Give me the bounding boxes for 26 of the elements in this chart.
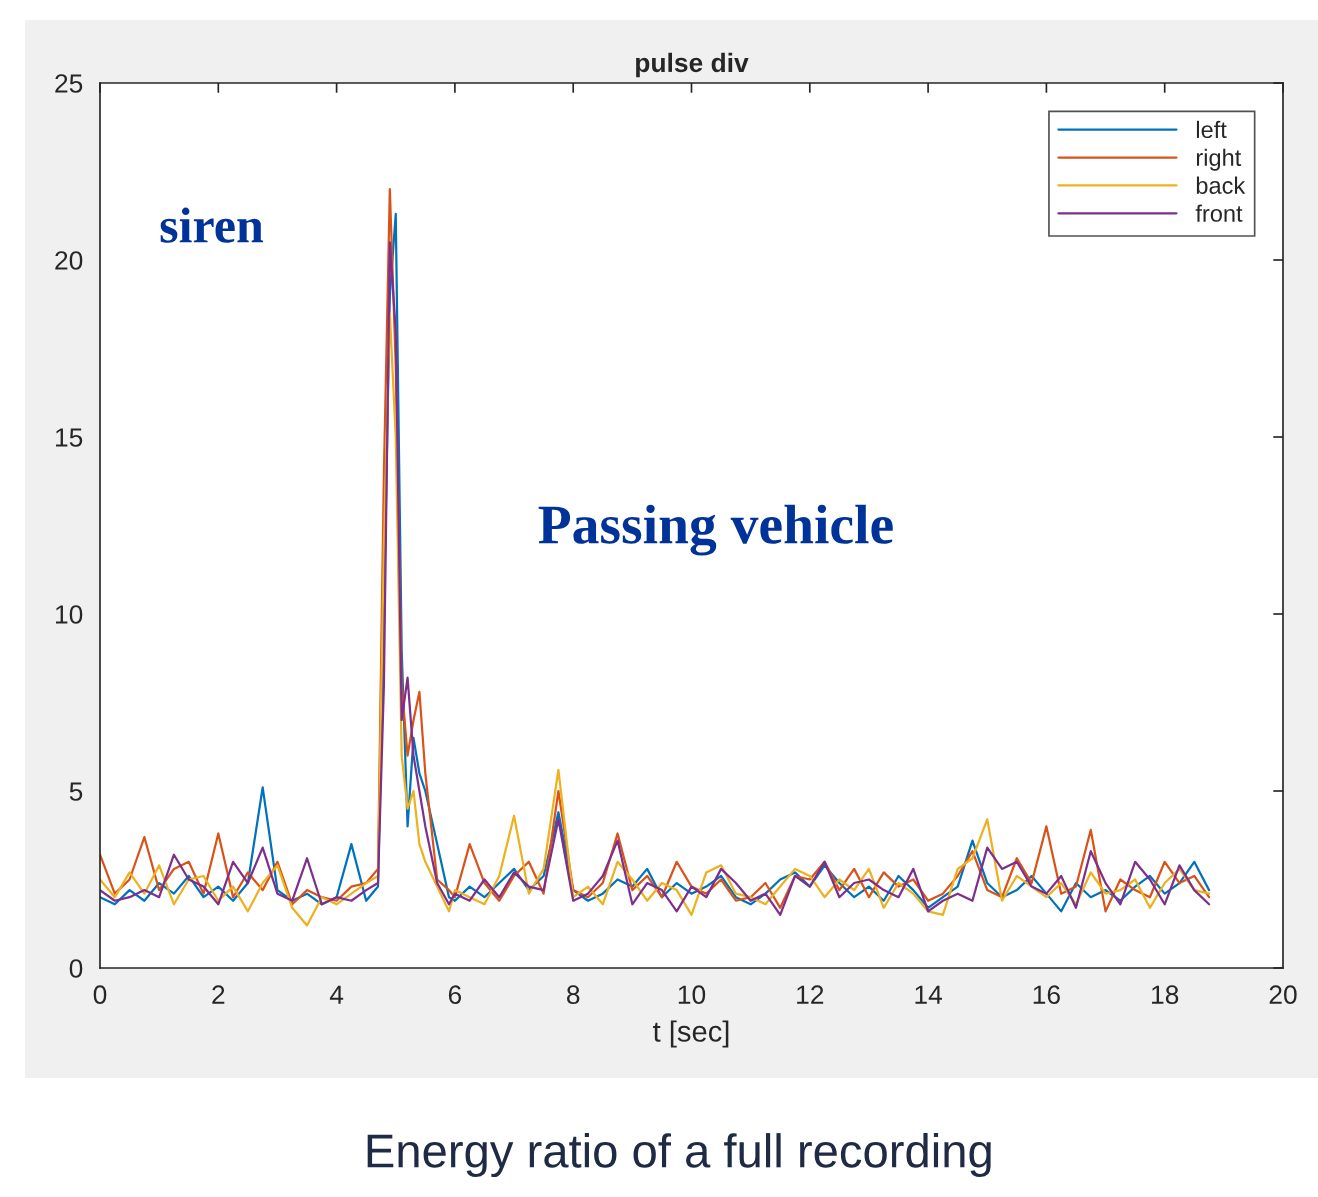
x-axis-title: t [sec] [653, 1020, 729, 1048]
legend-label: front [1195, 204, 1243, 222]
x-tick-label: 6 [448, 985, 462, 1005]
y-tick-label: 15 [56, 428, 83, 447]
x-tick-label: 2 [212, 985, 225, 1004]
text: Energy ratio of a full recording [367, 1133, 991, 1178]
x-tick-label: 8 [567, 985, 580, 1005]
annotation: siren [160, 207, 264, 243]
x-tick-label: 12 [797, 985, 824, 1004]
y-tick-label: 20 [55, 251, 83, 270]
legend-label: left [1196, 120, 1227, 139]
x-tick-label: 16 [1033, 985, 1060, 1005]
x-tick-label: 18 [1152, 985, 1179, 1005]
legend-label: right [1196, 148, 1242, 171]
x-tick-label: 14 [915, 985, 943, 1004]
y-tick-label: 5 [69, 782, 83, 801]
y-tick-label: 10 [56, 605, 83, 624]
y-tick-label: 25 [55, 74, 83, 93]
x-tick-label: 4 [329, 985, 344, 1004]
x-tick-label: 0 [93, 985, 107, 1005]
chart-title: pulse div [636, 52, 749, 78]
y-tick-label: 0 [69, 959, 83, 978]
x-tick-label: 10 [678, 985, 706, 1005]
x-tick-label: 20 [1269, 985, 1297, 1005]
legend-label: back [1196, 176, 1246, 194]
annotation: Passing vehicle [538, 504, 893, 556]
